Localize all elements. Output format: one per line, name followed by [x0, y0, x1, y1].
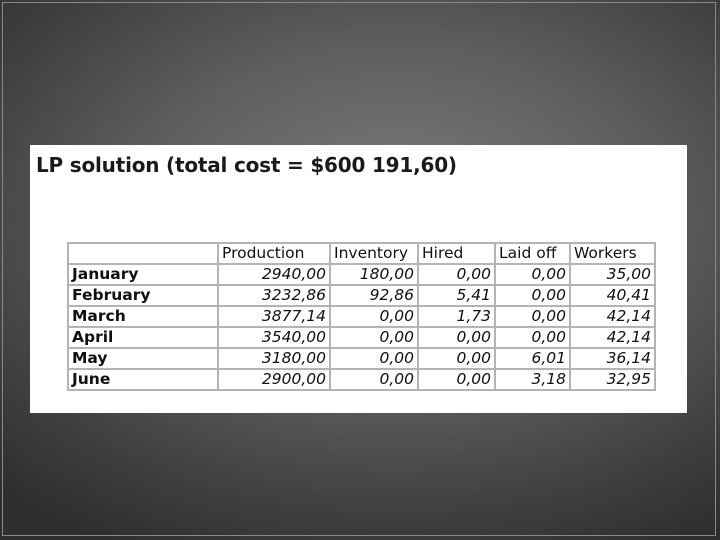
cell-hired: 1,73 — [419, 307, 494, 326]
column-header-inventory: Inventory — [331, 244, 417, 263]
cell-workers: 40,41 — [571, 286, 654, 305]
cell-production: 3540,00 — [219, 328, 329, 347]
row-label-month: May — [69, 349, 217, 368]
column-header-hired: Hired — [419, 244, 494, 263]
cell-hired: 0,00 — [419, 328, 494, 347]
cell-hired: 5,41 — [419, 286, 494, 305]
table-header-row: Production Inventory Hired Laid off Work… — [69, 244, 654, 263]
cell-production: 3232,86 — [219, 286, 329, 305]
cell-hired: 0,00 — [419, 370, 494, 389]
table-row: March 3877,14 0,00 1,73 0,00 42,14 — [69, 307, 654, 326]
table-row: April 3540,00 0,00 0,00 0,00 42,14 — [69, 328, 654, 347]
table-row: February 3232,86 92,86 5,41 0,00 40,41 — [69, 286, 654, 305]
cell-inventory: 0,00 — [331, 370, 417, 389]
content-panel: LP solution (total cost = $600 191,60) P… — [30, 145, 687, 413]
table-row: June 2900,00 0,00 0,00 3,18 32,95 — [69, 370, 654, 389]
row-label-month: March — [69, 307, 217, 326]
cell-laid-off: 0,00 — [496, 286, 569, 305]
cell-workers: 42,14 — [571, 307, 654, 326]
cell-inventory: 92,86 — [331, 286, 417, 305]
cell-workers: 32,95 — [571, 370, 654, 389]
cell-production: 2940,00 — [219, 265, 329, 284]
cell-inventory: 0,00 — [331, 307, 417, 326]
column-header-production: Production — [219, 244, 329, 263]
cell-laid-off: 6,01 — [496, 349, 569, 368]
row-label-month: April — [69, 328, 217, 347]
row-label-month: February — [69, 286, 217, 305]
cell-inventory: 180,00 — [331, 265, 417, 284]
lp-solution-table: Production Inventory Hired Laid off Work… — [67, 242, 656, 391]
cell-inventory: 0,00 — [331, 349, 417, 368]
cell-workers: 42,14 — [571, 328, 654, 347]
cell-production: 3877,14 — [219, 307, 329, 326]
cell-workers: 36,14 — [571, 349, 654, 368]
table-row: May 3180,00 0,00 0,00 6,01 36,14 — [69, 349, 654, 368]
column-header-workers: Workers — [571, 244, 654, 263]
header-corner-cell — [69, 244, 217, 263]
row-label-month: June — [69, 370, 217, 389]
cell-laid-off: 0,00 — [496, 307, 569, 326]
row-label-month: January — [69, 265, 217, 284]
slide-title: LP solution (total cost = $600 191,60) — [36, 153, 457, 177]
cell-production: 3180,00 — [219, 349, 329, 368]
cell-hired: 0,00 — [419, 349, 494, 368]
cell-laid-off: 3,18 — [496, 370, 569, 389]
table-row: January 2940,00 180,00 0,00 0,00 35,00 — [69, 265, 654, 284]
cell-workers: 35,00 — [571, 265, 654, 284]
cell-inventory: 0,00 — [331, 328, 417, 347]
cell-laid-off: 0,00 — [496, 265, 569, 284]
cell-laid-off: 0,00 — [496, 328, 569, 347]
column-header-laid-off: Laid off — [496, 244, 569, 263]
cell-production: 2900,00 — [219, 370, 329, 389]
cell-hired: 0,00 — [419, 265, 494, 284]
